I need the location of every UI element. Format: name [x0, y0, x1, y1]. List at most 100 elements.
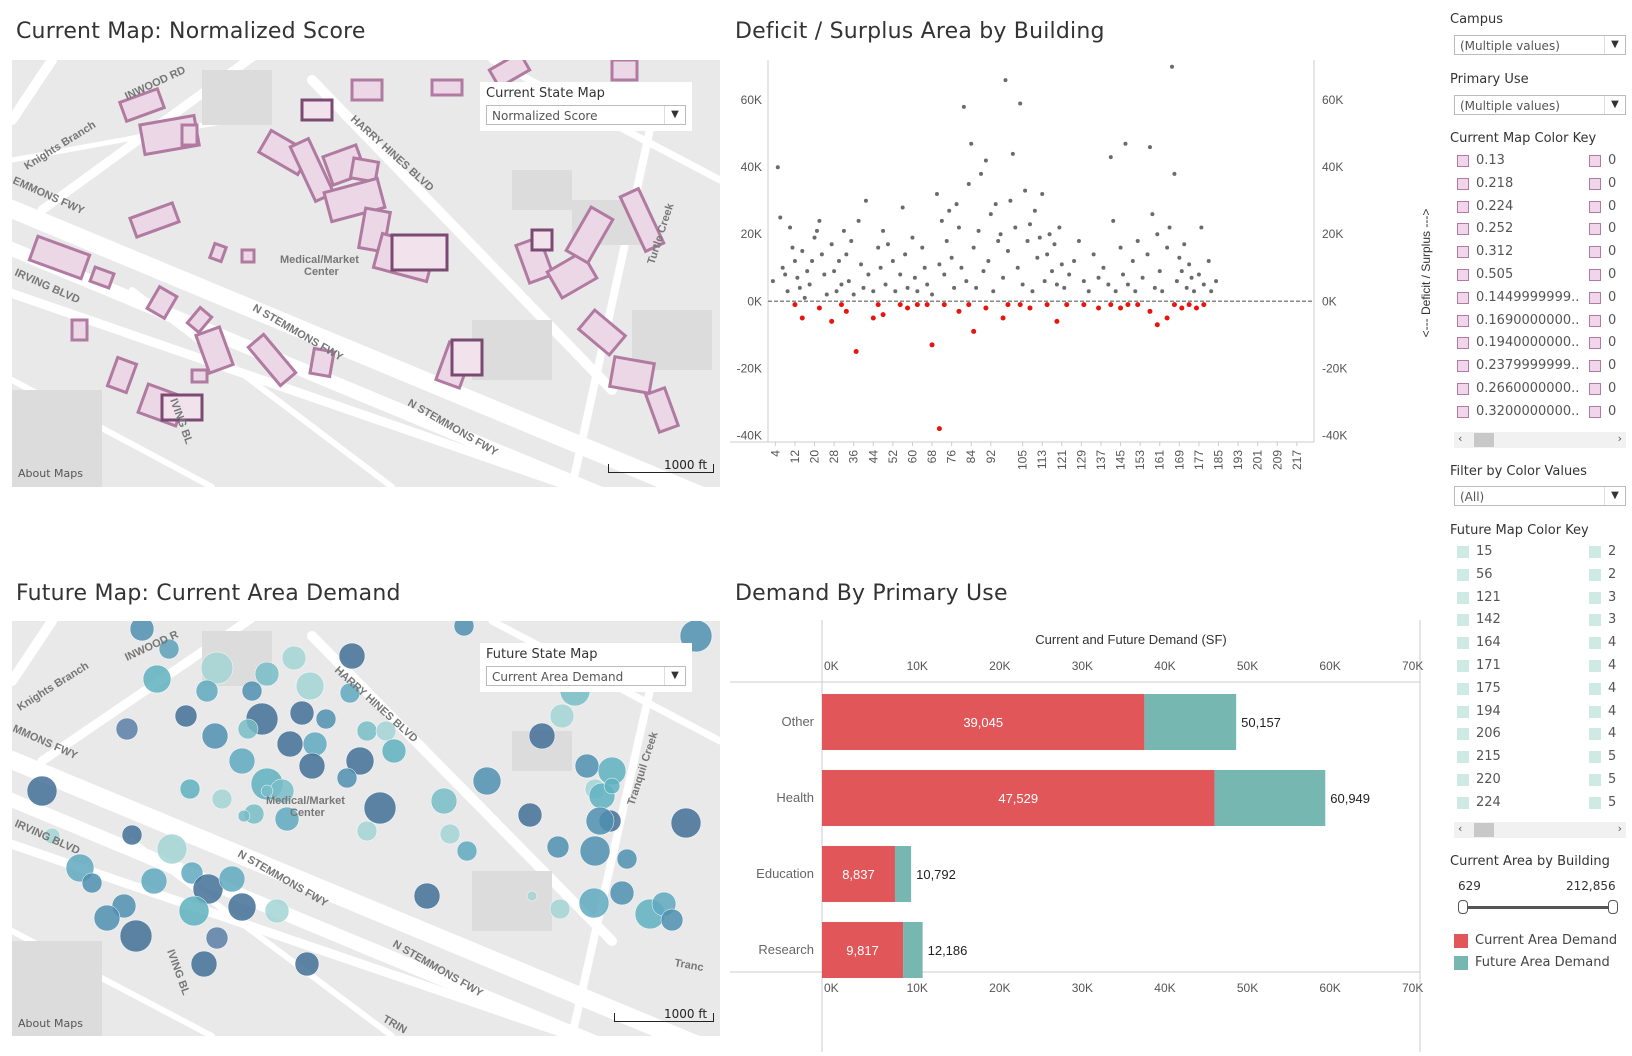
- color-swatch[interactable]: [1589, 546, 1601, 558]
- about-maps-link[interactable]: About Maps: [18, 1017, 83, 1030]
- scrollbar-thumb[interactable]: [1474, 823, 1494, 837]
- color-swatch[interactable]: [1457, 314, 1469, 327]
- color-swatch[interactable]: [1589, 682, 1601, 695]
- color-swatch[interactable]: [1589, 774, 1601, 786]
- surplus-point: [979, 171, 984, 176]
- area-slider-handle-min[interactable]: [1458, 900, 1468, 914]
- color-swatch[interactable]: [1589, 223, 1601, 236]
- current-state-map-dropdown[interactable]: Normalized Score ▼: [486, 105, 686, 125]
- color-swatch[interactable]: [1457, 291, 1469, 304]
- color-swatch[interactable]: [1589, 360, 1601, 373]
- surplus-point: [998, 232, 1003, 237]
- demand-bubble: [579, 835, 611, 867]
- surplus-point: [922, 265, 927, 270]
- color-swatch[interactable]: [1457, 637, 1469, 650]
- color-key-value: 0: [1608, 358, 1617, 374]
- color-swatch[interactable]: [1589, 637, 1601, 650]
- color-swatch[interactable]: [1457, 269, 1469, 281]
- current-state-map-control: Current State Map Normalized Score ▼: [480, 82, 692, 131]
- surplus-point: [1155, 232, 1160, 237]
- surplus-point: [1013, 225, 1018, 230]
- campus-dropdown[interactable]: (Multiple values) ▼: [1454, 35, 1626, 55]
- surplus-point: [1130, 259, 1135, 264]
- color-swatch[interactable]: [1457, 546, 1469, 558]
- surplus-point: [1081, 279, 1086, 284]
- color-swatch[interactable]: [1457, 682, 1469, 695]
- color-swatch[interactable]: [1589, 751, 1601, 764]
- current-map[interactable]: INWOOD RD Knights Branch HARRY HINES BLV…: [12, 60, 720, 487]
- color-swatch[interactable]: [1457, 383, 1469, 395]
- future-state-map-dropdown[interactable]: Current Area Demand ▼: [486, 666, 686, 686]
- color-swatch[interactable]: [1589, 796, 1601, 809]
- color-swatch[interactable]: [1589, 291, 1601, 304]
- color-swatch[interactable]: [1457, 360, 1469, 373]
- color-swatch[interactable]: [1589, 591, 1601, 604]
- color-swatch[interactable]: [1457, 614, 1469, 627]
- building-outline: [348, 156, 381, 184]
- color-key-value: 4: [1608, 703, 1617, 719]
- area-slider-handle-max[interactable]: [1608, 900, 1618, 914]
- color-swatch[interactable]: [1457, 751, 1469, 764]
- scroll-right-icon[interactable]: ›: [1617, 432, 1622, 445]
- deficit-point: [941, 302, 947, 308]
- color-swatch[interactable]: [1457, 246, 1469, 259]
- demand-bubble: [190, 950, 218, 978]
- color-swatch[interactable]: [1589, 705, 1601, 718]
- color-swatch[interactable]: [1457, 705, 1469, 718]
- scroll-right-icon[interactable]: ›: [1617, 822, 1622, 835]
- x-tick-label: 217: [1290, 450, 1304, 470]
- demand-bubble: [205, 926, 229, 950]
- color-swatch[interactable]: [1589, 246, 1601, 259]
- color-swatch[interactable]: [1589, 337, 1601, 350]
- demand-bubble: [295, 671, 325, 701]
- surplus-point: [1187, 262, 1192, 267]
- demand-bubble: [298, 752, 326, 780]
- color-swatch[interactable]: [1457, 223, 1469, 236]
- building-outline: [390, 233, 449, 272]
- color-swatch[interactable]: [1589, 314, 1601, 327]
- future-map[interactable]: INWOOD R Knights Branch HARRY HINES BLVD…: [12, 621, 720, 1036]
- area-slider-track[interactable]: [1462, 906, 1614, 909]
- scroll-left-icon[interactable]: ‹: [1458, 822, 1463, 835]
- surplus-point: [969, 141, 974, 146]
- color-swatch[interactable]: [1589, 728, 1601, 741]
- color-swatch[interactable]: [1589, 155, 1601, 167]
- color-swatch[interactable]: [1589, 614, 1601, 627]
- about-maps-link[interactable]: About Maps: [18, 467, 83, 480]
- color-swatch[interactable]: [1589, 383, 1601, 395]
- demand-bubbles: [26, 621, 713, 978]
- color-swatch[interactable]: [1457, 796, 1469, 809]
- color-swatch[interactable]: [1457, 155, 1469, 167]
- y-tick-label: 0K: [747, 294, 762, 308]
- color-key-value: 15: [1476, 544, 1493, 559]
- color-swatch[interactable]: [1457, 728, 1469, 741]
- demand-bar-chart[interactable]: Current and Future Demand (SF) 0K 0K 10K 10…: [730, 620, 1442, 1052]
- surplus-point: [1123, 141, 1128, 146]
- color-swatch[interactable]: [1457, 591, 1469, 604]
- color-swatch[interactable]: [1457, 660, 1469, 672]
- bar-x-axis-title: Current and Future Demand (SF): [1035, 632, 1226, 647]
- color-swatch[interactable]: [1457, 200, 1469, 213]
- color-swatch[interactable]: [1457, 774, 1469, 786]
- color-swatch[interactable]: [1457, 337, 1469, 350]
- color-swatch[interactable]: [1589, 660, 1601, 672]
- color-swatch[interactable]: [1457, 568, 1469, 581]
- color-swatch[interactable]: [1457, 405, 1469, 418]
- future-key-scrollbar[interactable]: ‹ ›: [1454, 822, 1626, 838]
- demand-bubble: [192, 873, 224, 905]
- color-swatch[interactable]: [1589, 177, 1601, 190]
- primary-use-dropdown[interactable]: (Multiple values) ▼: [1454, 95, 1626, 115]
- color-swatch[interactable]: [1589, 200, 1601, 213]
- scroll-left-icon[interactable]: ‹: [1458, 432, 1463, 445]
- color-swatch[interactable]: [1589, 405, 1601, 418]
- current-key-scrollbar[interactable]: ‹ ›: [1454, 432, 1626, 448]
- scrollbar-thumb[interactable]: [1474, 433, 1494, 447]
- color-swatch[interactable]: [1589, 269, 1601, 281]
- color-swatch[interactable]: [1457, 177, 1469, 190]
- deficit-point: [1135, 302, 1141, 308]
- color-swatch[interactable]: [1589, 568, 1601, 581]
- legend-current-demand: Current Area Demand: [1475, 933, 1618, 948]
- filter-color-dropdown[interactable]: (All) ▼: [1454, 486, 1626, 506]
- surplus-point: [1003, 78, 1008, 83]
